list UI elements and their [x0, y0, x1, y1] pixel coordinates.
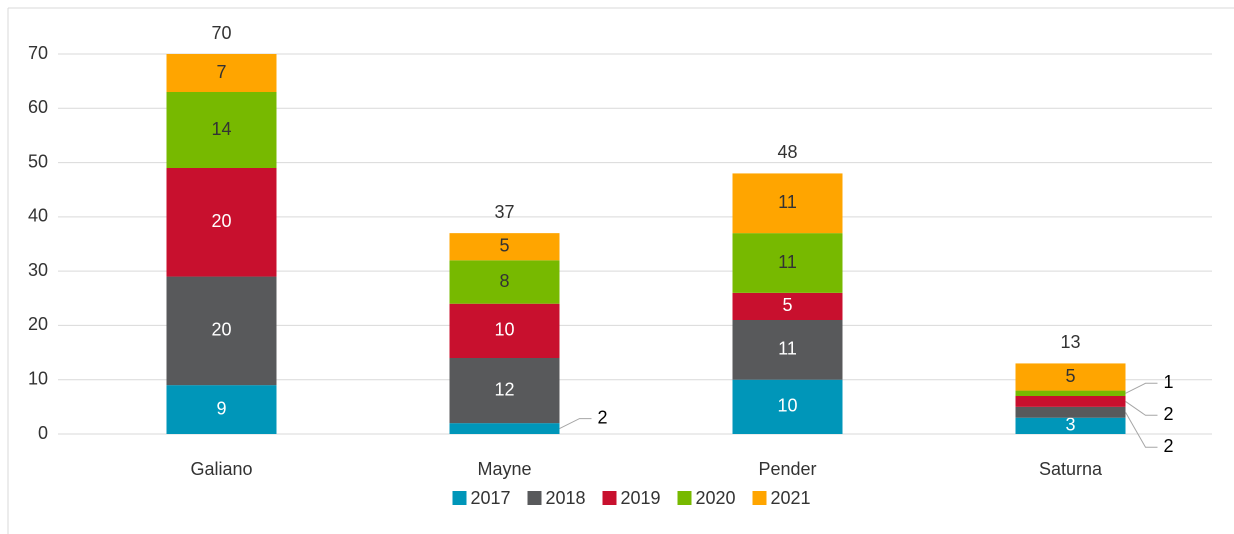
bar-segment: [732, 173, 843, 234]
data-label: 5: [1065, 366, 1075, 386]
x-tick-label: Galiano: [190, 459, 252, 479]
data-label: 11: [778, 192, 797, 212]
data-label: 2: [1164, 436, 1174, 456]
y-tick-label: 70: [28, 43, 48, 63]
y-tick-label: 10: [28, 368, 48, 388]
total-label: 70: [211, 23, 231, 43]
data-label: 3: [1065, 415, 1075, 435]
data-label: 12: [494, 379, 514, 399]
bar-segment: [732, 233, 843, 293]
bar-segment: [1015, 396, 1126, 407]
data-label: 5: [499, 235, 509, 255]
bar-segment: [166, 168, 277, 277]
bar-segment: [166, 92, 277, 168]
total-label: 13: [1060, 332, 1080, 352]
total-label: 48: [777, 142, 797, 162]
data-label: 14: [211, 119, 231, 139]
x-tick-label: Pender: [758, 459, 816, 479]
bar-segment: [732, 379, 843, 434]
data-label: 11: [778, 252, 797, 272]
bar-segment: [449, 303, 560, 358]
leader-line: [559, 418, 592, 430]
bar-segment: [449, 233, 560, 261]
legend-swatch: [452, 491, 467, 505]
data-label: 20: [211, 320, 231, 340]
leader-line: [1125, 412, 1158, 448]
legend-label: 2018: [546, 488, 586, 508]
data-label: 7: [216, 62, 226, 82]
legend-label: 2017: [471, 488, 511, 508]
legend-swatch: [752, 491, 767, 505]
x-tick-label: Saturna: [1039, 459, 1103, 479]
bar-segment: [449, 358, 560, 424]
bar-segment: [732, 292, 843, 320]
bar-segment: [1015, 363, 1126, 391]
leader-line: [1125, 401, 1158, 416]
y-tick-label: 0: [38, 423, 48, 443]
data-label: 10: [777, 396, 797, 416]
legend-swatch: [677, 491, 692, 505]
data-label: 20: [211, 211, 231, 231]
bar-segment: [1015, 417, 1126, 434]
legend-swatch: [602, 491, 617, 505]
bar-segment: [1015, 390, 1126, 396]
bar-segment: [1015, 406, 1126, 418]
bar-segment: [166, 385, 277, 434]
legend-swatch: [527, 491, 542, 505]
y-tick-label: 50: [28, 151, 48, 171]
data-label: 11: [778, 339, 797, 359]
total-label: 37: [494, 202, 514, 222]
bar-segment: [166, 54, 277, 92]
legend-label: 2020: [696, 488, 736, 508]
legend-label: 2021: [771, 488, 811, 508]
data-label: 8: [499, 271, 509, 291]
legend-label: 2019: [621, 488, 661, 508]
y-tick-label: 30: [28, 260, 48, 280]
data-label: 1: [1164, 372, 1174, 392]
bar-segment: [449, 423, 560, 434]
y-tick-label: 40: [28, 206, 48, 226]
data-label: 10: [494, 320, 514, 340]
leader-line: [1125, 382, 1158, 394]
y-tick-label: 20: [28, 314, 48, 334]
data-label: 5: [782, 295, 792, 315]
bar-segment: [732, 320, 843, 380]
bar-segment: [449, 260, 560, 304]
x-tick-label: Mayne: [477, 459, 531, 479]
data-label: 2: [1164, 404, 1174, 424]
data-label: 9: [216, 398, 226, 418]
bar-segment: [166, 276, 277, 386]
y-tick-label: 60: [28, 97, 48, 117]
data-label: 2: [598, 407, 608, 427]
